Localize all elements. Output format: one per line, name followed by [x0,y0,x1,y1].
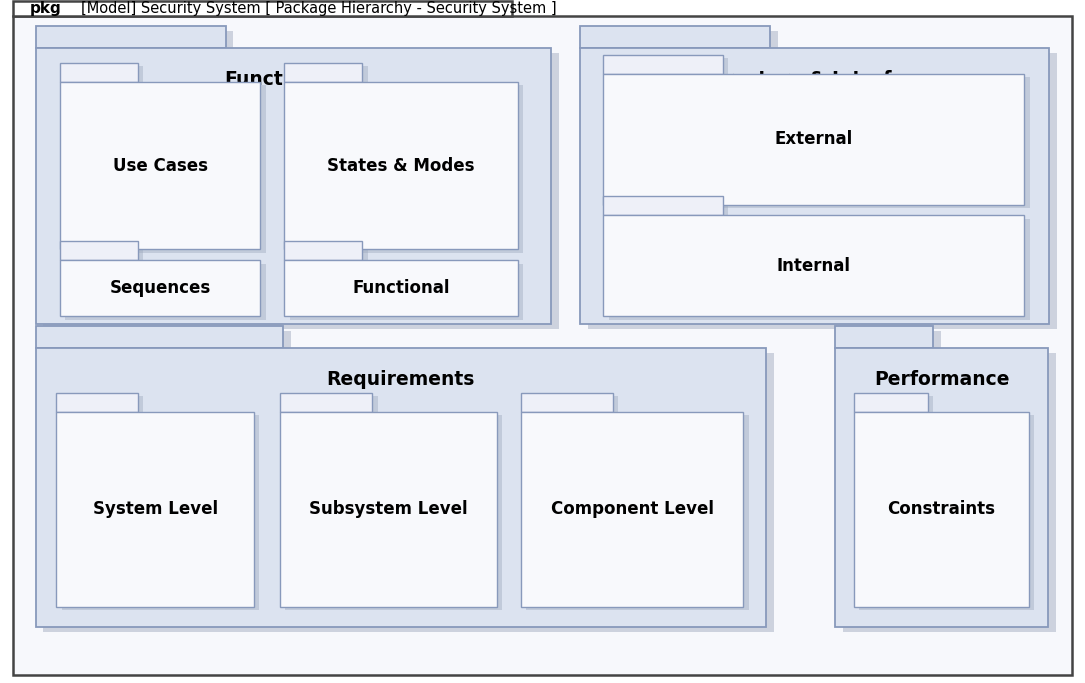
Text: Structure & Interface: Structure & Interface [702,70,928,89]
Bar [526,415,749,610]
Bar [285,415,502,610]
Bar [526,396,618,415]
Bar [284,63,362,82]
Bar [609,199,728,219]
Bar [285,396,378,415]
Bar [603,215,1024,316]
Bar [280,393,372,412]
Bar [43,331,291,353]
Text: Functionality: Functionality [225,70,362,89]
Bar [290,66,368,85]
Bar [290,85,523,253]
Bar [580,48,1049,324]
Bar [65,264,266,320]
Bar [603,196,723,215]
Bar [284,260,518,316]
Text: Use Cases: Use Cases [113,156,207,175]
Bar [280,412,497,607]
Bar [521,393,613,412]
Bar [290,245,368,264]
Bar [65,85,266,253]
Bar [65,245,143,264]
Bar [60,63,138,82]
Bar [603,74,1024,205]
Bar [36,26,226,48]
Bar [603,55,723,74]
Bar [843,331,941,353]
Bar [60,241,138,260]
Bar [588,53,1057,329]
Text: Functional: Functional [353,279,449,297]
Bar [609,77,1030,208]
Text: External: External [775,130,853,148]
Bar [854,393,928,412]
Bar [859,415,1034,610]
Bar [854,412,1029,607]
Bar [60,260,260,316]
Bar [843,353,1056,632]
Bar [521,412,743,607]
Bar [609,58,728,77]
Bar [60,82,260,249]
Bar [36,48,551,324]
Text: Subsystem Level: Subsystem Level [309,500,468,518]
Text: Internal: Internal [777,257,851,275]
Text: Performance: Performance [875,370,1009,389]
Bar [609,219,1030,320]
Bar [580,26,770,48]
Bar [43,53,559,329]
Bar [13,1,512,16]
Bar [43,31,233,53]
Bar [56,393,138,412]
Bar [36,326,283,348]
Bar [62,415,259,610]
Text: Component Level: Component Level [550,500,714,518]
Text: States & Modes: States & Modes [328,156,474,175]
Bar [290,264,523,320]
Text: pkg: pkg [29,1,61,16]
Bar [43,353,774,632]
Bar [835,348,1048,627]
Bar [284,82,518,249]
Bar [65,66,143,85]
Bar [36,348,766,627]
Bar [835,326,933,348]
Text: Requirements: Requirements [327,370,475,389]
Text: Sequences: Sequences [110,279,210,297]
Bar [588,31,778,53]
Text: [Model] Security System [ Package Hierarchy - Security System ]: [Model] Security System [ Package Hierar… [81,1,557,16]
Bar [62,396,143,415]
Bar [56,412,254,607]
Text: Constraints: Constraints [888,500,995,518]
Bar [859,396,933,415]
Bar [284,241,362,260]
Text: System Level: System Level [92,500,218,518]
